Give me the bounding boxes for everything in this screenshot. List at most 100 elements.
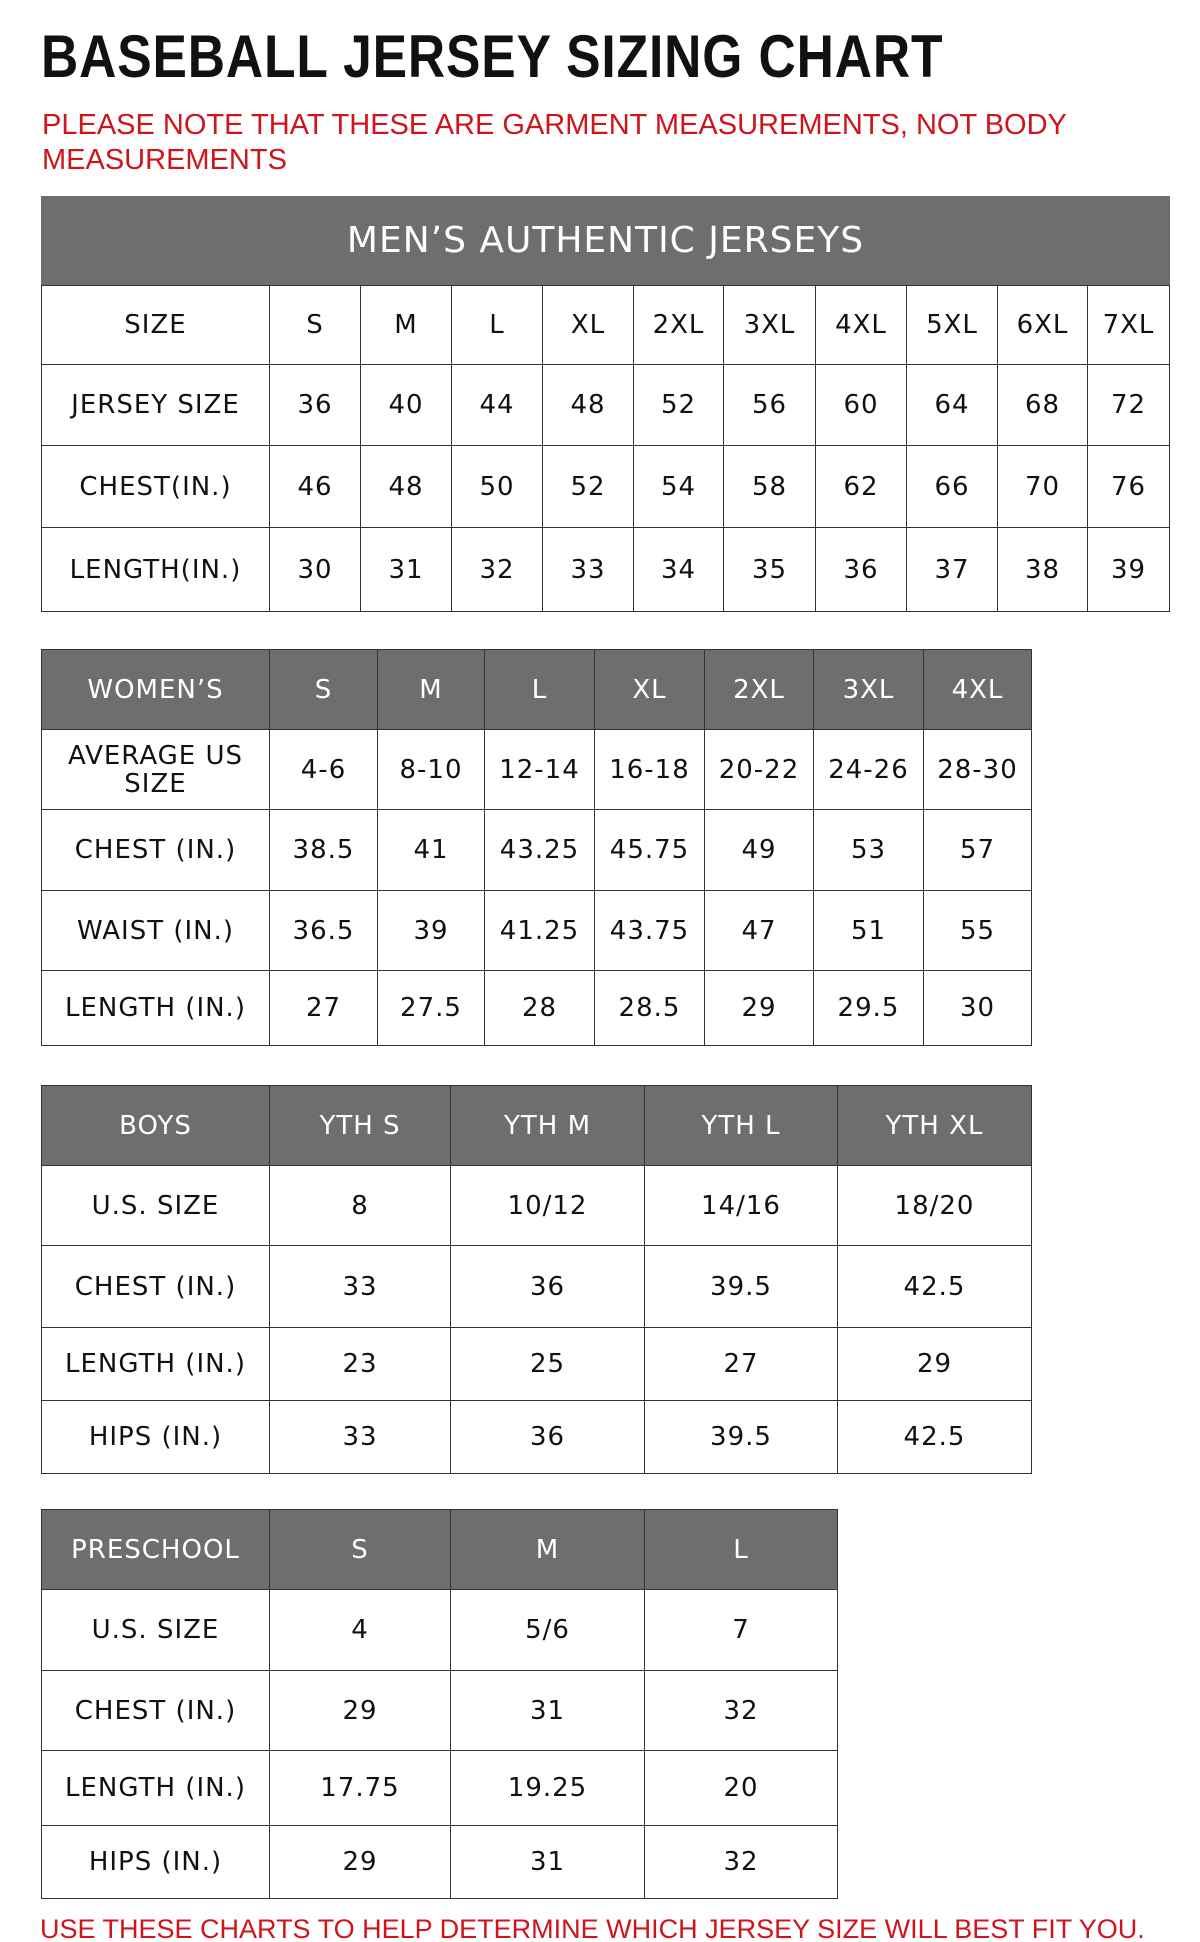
- table-cell: 25: [450, 1327, 645, 1401]
- header-cell: XL: [594, 649, 705, 730]
- header-cell: 4XL: [815, 285, 907, 365]
- table-cell: 33: [269, 1400, 451, 1474]
- table-cell: 42.5: [837, 1400, 1032, 1474]
- table-cell: 29: [269, 1670, 451, 1751]
- table-cell: 39: [1087, 527, 1170, 612]
- table-cell: 30: [269, 527, 361, 612]
- table-cell: 58: [723, 445, 816, 528]
- table-cell: 31: [450, 1825, 645, 1899]
- table-cell: 38: [997, 527, 1088, 612]
- header-cell: XL: [542, 285, 634, 365]
- table-cell: HIPS (IN.): [41, 1400, 270, 1474]
- table-cell: 50: [451, 445, 543, 528]
- table-cell: 41.25: [484, 890, 595, 971]
- table-cell: 29: [269, 1825, 451, 1899]
- header-cell: WOMEN’S: [41, 649, 270, 730]
- table-cell: 36.5: [269, 890, 378, 971]
- table-cell: 17.75: [269, 1750, 451, 1826]
- table-cell: LENGTH (IN.): [41, 1750, 270, 1826]
- table-cell: 36: [450, 1245, 645, 1328]
- table-cell: CHEST (IN.): [41, 809, 270, 891]
- table-cell: 32: [644, 1670, 838, 1751]
- table-cell: 4: [269, 1589, 451, 1671]
- table-cell: 52: [542, 445, 634, 528]
- header-cell: L: [644, 1509, 838, 1590]
- table-cell: 57: [923, 809, 1032, 891]
- table-cell: 20: [644, 1750, 838, 1826]
- table-cell: 32: [451, 527, 543, 612]
- table-cell: LENGTH (IN.): [41, 970, 270, 1046]
- table-cell: 49: [704, 809, 814, 891]
- table-cell: 43.75: [594, 890, 705, 971]
- header-cell: YTH M: [450, 1085, 645, 1166]
- table-cell: 34: [633, 527, 724, 612]
- header-cell: PRESCHOOL: [41, 1509, 270, 1590]
- table-cell: 28.5: [594, 970, 705, 1046]
- table-cell: 53: [813, 809, 924, 891]
- table-cell: 36: [450, 1400, 645, 1474]
- header-cell: 5XL: [906, 285, 998, 365]
- table-cell: 29: [837, 1327, 1032, 1401]
- table-cell: 38.5: [269, 809, 378, 891]
- table-cell: 27: [269, 970, 378, 1046]
- table-cell: 18/20: [837, 1165, 1032, 1246]
- table-cell: 54: [633, 445, 724, 528]
- table-cell: 43.25: [484, 809, 595, 891]
- table-cell: WAIST (IN.): [41, 890, 270, 971]
- table-cell: CHEST (IN.): [41, 1245, 270, 1328]
- header-cell: M: [360, 285, 452, 365]
- table-cell: 72: [1087, 364, 1170, 446]
- table-cell: 44: [451, 364, 543, 446]
- table-cell: 29: [704, 970, 814, 1046]
- table-cell: 46: [269, 445, 361, 528]
- table-cell: 64: [906, 364, 998, 446]
- header-cell: S: [269, 285, 361, 365]
- note: PLEASE NOTE THAT THESE ARE GARMENT MEASU…: [42, 109, 1067, 176]
- table-cell: 28: [484, 970, 595, 1046]
- header-cell: 7XL: [1087, 285, 1170, 365]
- table-cell: 39.5: [644, 1245, 838, 1328]
- page-title: BASEBALL JERSEY SIZING CHART: [41, 23, 944, 90]
- table-cell: 8: [269, 1165, 451, 1246]
- table-cell: 40: [360, 364, 452, 446]
- table-cell: 60: [815, 364, 907, 446]
- table-cell: 55: [923, 890, 1032, 971]
- table-cell: 56: [723, 364, 816, 446]
- header-cell: BOYS: [41, 1085, 270, 1166]
- table-cell: 14/16: [644, 1165, 838, 1246]
- header-cell: 3XL: [723, 285, 816, 365]
- table-cell: 35: [723, 527, 816, 612]
- header-cell: YTH S: [269, 1085, 451, 1166]
- footer-note: USE THESE CHARTS TO HELP DETERMINE WHICH…: [40, 1914, 1145, 1942]
- table-cell: 62: [815, 445, 907, 528]
- table-cell: LENGTH (IN.): [41, 1327, 270, 1401]
- table-cell: 24-26: [813, 729, 924, 810]
- table-cell: 31: [450, 1670, 645, 1751]
- table-cell: 51: [813, 890, 924, 971]
- header-cell: YTH XL: [837, 1085, 1032, 1166]
- table-cell: 66: [906, 445, 998, 528]
- table-cell: 68: [997, 364, 1088, 446]
- table-cell: 27.5: [377, 970, 485, 1046]
- header-cell: 2XL: [704, 649, 814, 730]
- table-cell: AVERAGE US SIZE: [41, 729, 270, 810]
- table-cell: LENGTH(IN.): [41, 527, 270, 612]
- table-cell: 29.5: [813, 970, 924, 1046]
- table-cell: CHEST(IN.): [41, 445, 270, 528]
- table-cell: 76: [1087, 445, 1170, 528]
- table-cell: 16-18: [594, 729, 705, 810]
- header-cell: 3XL: [813, 649, 924, 730]
- table-cell: 33: [542, 527, 634, 612]
- table-cell: 36: [269, 364, 361, 446]
- header-cell: 2XL: [633, 285, 724, 365]
- table-cell: 23: [269, 1327, 451, 1401]
- header-cell: SIZE: [41, 285, 270, 365]
- table-cell: 19.25: [450, 1750, 645, 1826]
- table-cell: 33: [269, 1245, 451, 1328]
- table-cell: 28-30: [923, 729, 1032, 810]
- table-cell: U.S. SIZE: [41, 1589, 270, 1671]
- table-cell: 39.5: [644, 1400, 838, 1474]
- table-cell: 42.5: [837, 1245, 1032, 1328]
- table-cell: 12-14: [484, 729, 595, 810]
